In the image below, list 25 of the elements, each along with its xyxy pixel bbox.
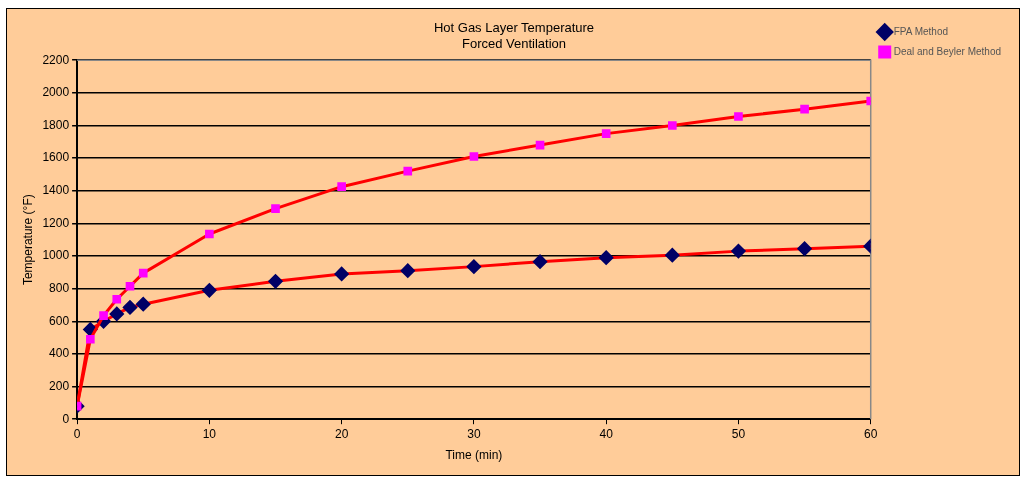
x-tick-label: 20 <box>334 426 349 441</box>
x-tick-label: 50 <box>731 426 746 441</box>
legend-label: FPA Method <box>893 25 949 37</box>
y-axis-title: Temperature (°F) <box>20 194 35 286</box>
y-tick-label: 1400 <box>42 183 70 198</box>
y-tick-label: 0 <box>62 411 70 426</box>
x-tick-label: 0 <box>73 426 81 441</box>
y-tick-label: 1600 <box>42 150 70 165</box>
x-tick-label: 30 <box>467 426 481 441</box>
legend-label: Deal and Beyler Method <box>893 45 1002 57</box>
y-tick-label: 1200 <box>42 215 70 230</box>
chart-title: Hot Gas Layer Temperature <box>433 20 595 36</box>
x-tick-label: 40 <box>599 426 614 441</box>
y-tick-label: 800 <box>49 280 70 295</box>
chart-subtitle: Forced Ventilation <box>461 35 567 51</box>
y-tick-label: 2000 <box>42 85 70 100</box>
y-tick-label: 1800 <box>42 117 70 132</box>
x-axis-title: Time (min) <box>445 448 503 463</box>
y-tick-label: 400 <box>49 346 70 361</box>
y-tick-label: 1000 <box>42 248 70 263</box>
x-tick-label: 60 <box>864 426 878 441</box>
y-tick-label: 600 <box>49 313 70 328</box>
y-tick-label: 2200 <box>42 52 70 67</box>
y-tick-label: 200 <box>49 378 70 393</box>
x-tick-label: 10 <box>202 426 217 441</box>
